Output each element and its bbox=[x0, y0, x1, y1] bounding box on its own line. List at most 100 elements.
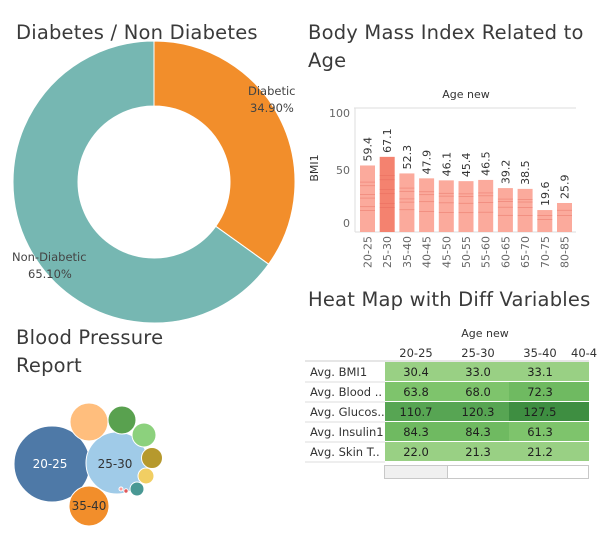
heat-row-label: Avg. Blood .. bbox=[310, 385, 382, 399]
heat-cell[interactable] bbox=[385, 382, 447, 401]
bubble[interactable] bbox=[141, 447, 163, 469]
heat-cell-value: 110.7 bbox=[400, 405, 433, 419]
heat-cell-value: 84.3 bbox=[465, 425, 491, 439]
bmi-category-label: 55-60 bbox=[480, 236, 493, 268]
heat-cell-value: 21.3 bbox=[465, 445, 491, 459]
bmi-value-label: 19.6 bbox=[539, 182, 552, 207]
bmi-ytick-100: 100 bbox=[329, 107, 350, 120]
bmi-category-label: 70-75 bbox=[539, 236, 552, 268]
heat-cell[interactable] bbox=[571, 382, 589, 401]
bmi-value-label: 45.4 bbox=[460, 153, 473, 178]
heat-cell[interactable] bbox=[509, 362, 571, 381]
bubble[interactable] bbox=[68, 485, 110, 527]
bmi-col-header: Age new bbox=[442, 88, 490, 101]
donut-slice-diabetic[interactable] bbox=[153, 40, 296, 265]
heat-cell[interactable] bbox=[447, 362, 509, 381]
pie-label-non-diabetic: Non-Diabetic bbox=[12, 250, 87, 264]
heat-cell-value: 72.3 bbox=[527, 385, 553, 399]
bubble-label-20-25: 20-25 bbox=[33, 457, 68, 471]
pie-title: Diabetes / Non Diabetes bbox=[16, 21, 258, 44]
heat-cell[interactable] bbox=[571, 442, 589, 461]
bubble-label-35-40: 35-40 bbox=[72, 499, 107, 513]
pie-pct-non-diabetic: 65.10% bbox=[28, 267, 72, 281]
bmi-title-line1: Body Mass Index Related to bbox=[308, 21, 584, 44]
bmi-value-label: 47.9 bbox=[421, 150, 434, 175]
bubble-title-line1: Blood Pressure bbox=[16, 326, 164, 349]
heat-cell[interactable] bbox=[509, 442, 571, 461]
heat-cell-value: 84.3 bbox=[403, 425, 429, 439]
bmi-value-label: 52.3 bbox=[401, 145, 414, 170]
bmi-ylabel: BMI1 bbox=[308, 154, 321, 181]
heat-title: Heat Map with Diff Variables bbox=[308, 288, 591, 311]
heat-cell[interactable] bbox=[447, 402, 509, 421]
heat-cell-value: 33.0 bbox=[465, 365, 491, 379]
heat-cell-value: 68.0 bbox=[465, 385, 491, 399]
heat-cell[interactable] bbox=[447, 382, 509, 401]
bubble[interactable] bbox=[129, 481, 145, 497]
heat-cell[interactable] bbox=[509, 382, 571, 401]
heat-row-label: Avg. BMI1 bbox=[310, 365, 367, 379]
bmi-value-label: 59.4 bbox=[362, 137, 375, 162]
bubble[interactable] bbox=[107, 405, 137, 435]
heat-cell[interactable] bbox=[447, 442, 509, 461]
heat-cell[interactable] bbox=[571, 362, 589, 381]
heat-cell[interactable] bbox=[509, 402, 571, 421]
bmi-value-label: 38.5 bbox=[519, 160, 532, 185]
bmi-ytick-50: 50 bbox=[336, 164, 350, 177]
heat-column-header: 25-30 bbox=[461, 346, 494, 360]
heat-column-header: 35-40 bbox=[523, 346, 556, 360]
heat-cell[interactable] bbox=[571, 402, 589, 421]
heat-cell-value: 63.8 bbox=[403, 385, 429, 399]
bubble-title-line2: Report bbox=[16, 354, 82, 377]
heat-cell[interactable] bbox=[385, 362, 447, 381]
bubble[interactable] bbox=[123, 488, 129, 494]
bubble[interactable] bbox=[118, 486, 124, 492]
heat-column-header: 40-4 bbox=[571, 346, 597, 360]
bmi-category-label: 35-40 bbox=[401, 236, 414, 268]
heat-cell[interactable] bbox=[447, 422, 509, 441]
bmi-value-label: 39.2 bbox=[499, 160, 512, 185]
donut-slice-non-diabetic[interactable] bbox=[12, 40, 270, 324]
heat-cell-value: 21.2 bbox=[527, 445, 553, 459]
heat-horizontal-scrollbar[interactable] bbox=[384, 465, 589, 479]
bmi-category-label: 60-65 bbox=[499, 236, 512, 268]
bubble[interactable] bbox=[69, 402, 109, 442]
bmi-value-label: 25.9 bbox=[559, 174, 572, 199]
bmi-category-label: 25-30 bbox=[381, 236, 394, 268]
heat-cell[interactable] bbox=[385, 402, 447, 421]
heat-cell-value: 30.4 bbox=[403, 365, 429, 379]
heat-cell-value: 61.3 bbox=[527, 425, 553, 439]
bmi-category-label: 20-25 bbox=[362, 236, 375, 268]
bmi-category-label: 40-45 bbox=[421, 236, 434, 268]
heat-cell[interactable] bbox=[571, 422, 589, 441]
bubble[interactable] bbox=[131, 422, 157, 448]
bmi-category-label: 65-70 bbox=[519, 236, 532, 268]
pie-pct-diabetic: 34.90% bbox=[250, 101, 294, 115]
heat-cell-value: 127.5 bbox=[524, 405, 557, 419]
bmi-value-label: 46.5 bbox=[480, 151, 493, 176]
heat-column-header: 20-25 bbox=[399, 346, 432, 360]
heat-row-label: Avg. Glucos.. bbox=[310, 405, 385, 419]
heat-col-header: Age new bbox=[461, 327, 509, 340]
bmi-ytick-0: 0 bbox=[343, 217, 350, 230]
heat-row-label: Avg. Insulin1 bbox=[310, 425, 384, 439]
heat-cell[interactable] bbox=[509, 422, 571, 441]
scrollbar-thumb[interactable] bbox=[385, 466, 448, 478]
bubble-label-25-30: 25-30 bbox=[98, 457, 133, 471]
heat-cell-value: 33.1 bbox=[527, 365, 553, 379]
bmi-category-label: 45-50 bbox=[440, 236, 453, 268]
bmi-category-label: 50-55 bbox=[460, 236, 473, 268]
heat-cell[interactable] bbox=[385, 422, 447, 441]
heat-row-label: Avg. Skin T.. bbox=[310, 445, 380, 459]
heat-cell[interactable] bbox=[385, 442, 447, 461]
bmi-value-label: 67.1 bbox=[381, 128, 394, 153]
heat-cell-value: 120.3 bbox=[462, 405, 495, 419]
bmi-title-line2: Age bbox=[308, 49, 347, 72]
bubble[interactable] bbox=[137, 467, 155, 485]
pie-label-diabetic: Diabetic bbox=[248, 84, 296, 98]
bmi-category-label: 80-85 bbox=[559, 236, 572, 268]
